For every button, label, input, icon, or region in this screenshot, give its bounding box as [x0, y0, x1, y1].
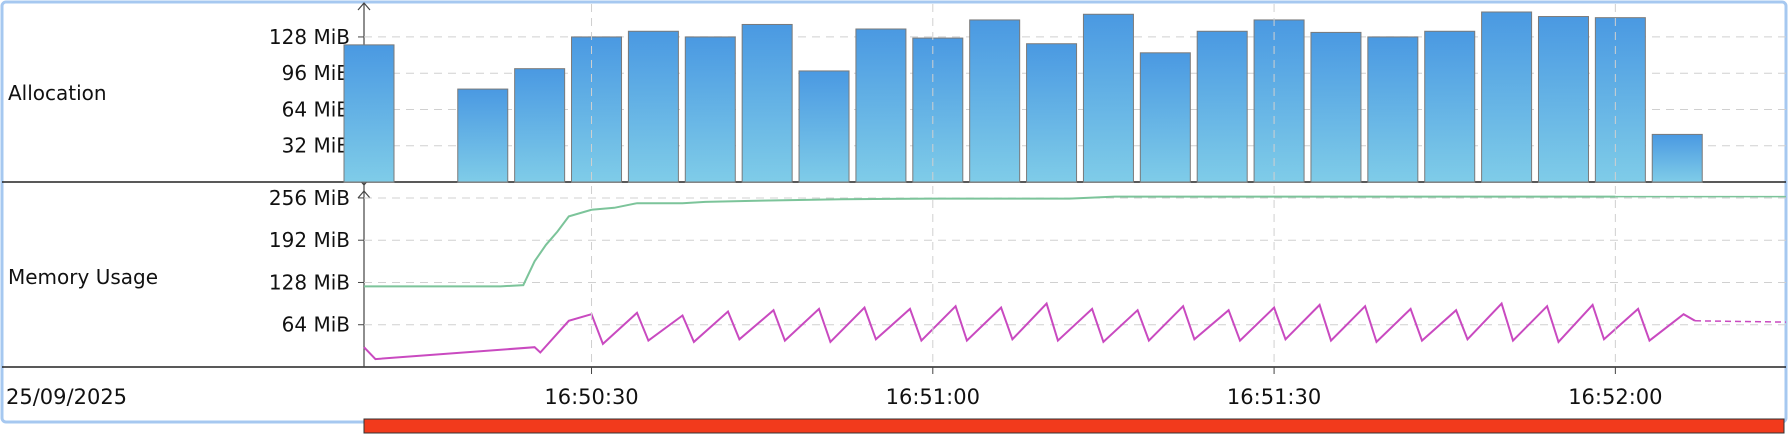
allocation-track-label: Allocation — [8, 81, 107, 105]
alloc-y-tick-label: 96 MiB — [282, 61, 350, 85]
allocation-bar[interactable] — [343, 44, 395, 183]
time-tick-label: 16:51:00 — [886, 385, 980, 409]
time-axis: 16:50:30 16:51:00 16:51:30 16:52:00 — [544, 4, 1663, 409]
allocation-bar[interactable] — [514, 68, 566, 183]
used-memory-line-projection — [1694, 320, 1787, 323]
usage-y-tick-label: 192 MiB — [269, 228, 350, 252]
time-tick-label: 16:51:30 — [1227, 385, 1321, 409]
allocation-bar[interactable] — [627, 30, 679, 183]
usage-y-tick-label: 256 MiB — [269, 186, 350, 210]
allocation-chart: 32 MiB 64 MiB 96 MiB 128 MiB — [269, 11, 1786, 183]
allocation-bar[interactable] — [1082, 13, 1134, 183]
allocation-bar[interactable] — [969, 19, 1021, 183]
allocation-bar[interactable] — [1424, 30, 1476, 183]
usage-y-tick-label: 64 MiB — [282, 313, 350, 337]
allocation-bar[interactable] — [1367, 36, 1419, 183]
allocation-bar[interactable] — [1537, 16, 1589, 183]
memory-usage-track-label: Memory Usage — [8, 265, 158, 289]
date-label: 25/09/2025 — [6, 385, 127, 409]
allocation-bar[interactable] — [1594, 17, 1646, 183]
allocation-bar[interactable] — [457, 88, 509, 183]
memory-usage-chart: 64 MiB 128 MiB 192 MiB 256 MiB — [269, 186, 1787, 361]
allocation-bar[interactable] — [798, 70, 850, 183]
allocation-bar[interactable] — [1310, 31, 1362, 183]
allocation-bar[interactable] — [741, 23, 793, 183]
time-tick-label: 16:50:30 — [544, 385, 638, 409]
allocation-bar[interactable] — [571, 36, 623, 183]
allocation-bar[interactable] — [912, 37, 964, 183]
allocation-bar[interactable] — [1026, 43, 1078, 183]
timeline-range-bar[interactable] — [363, 418, 1785, 434]
allocation-bar[interactable] — [855, 28, 907, 183]
time-tick-label: 16:52:00 — [1568, 385, 1662, 409]
alloc-y-tick-label: 32 MiB — [282, 134, 350, 158]
allocation-bar[interactable] — [1651, 133, 1703, 183]
heap-size-line — [364, 195, 1616, 288]
allocation-bar[interactable] — [1253, 19, 1305, 183]
alloc-y-tick-label: 64 MiB — [282, 97, 350, 121]
used-memory-line — [363, 301, 1696, 361]
usage-y-tick-label: 128 MiB — [269, 270, 350, 294]
allocation-bar[interactable] — [684, 36, 736, 183]
alloc-axis-arrow-icon — [357, 2, 371, 11]
allocation-bar[interactable] — [1196, 30, 1248, 183]
alloc-y-tick-label: 128 MiB — [269, 25, 350, 49]
usage-axis-arrow-icon — [357, 190, 371, 199]
allocation-bar[interactable] — [1139, 52, 1191, 183]
allocation-bar[interactable] — [1481, 11, 1533, 183]
